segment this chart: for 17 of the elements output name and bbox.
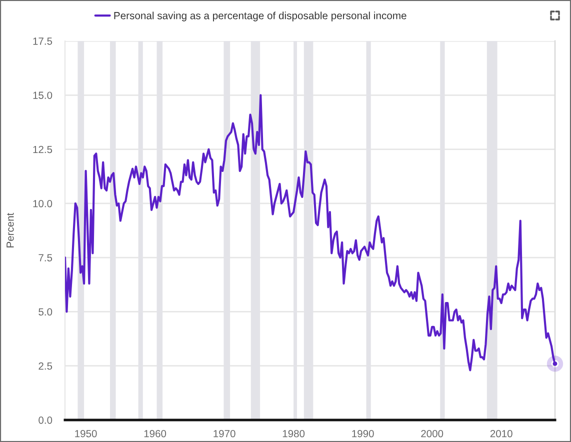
y-tick-label: 10.0 bbox=[33, 200, 52, 208]
y-tick-label: 2.5 bbox=[38, 362, 52, 370]
legend-label: Personal saving as a percentage of disposable personal income bbox=[114, 12, 406, 22]
x-tick-label: 1990 bbox=[352, 430, 374, 438]
x-tick-label: 1960 bbox=[144, 430, 166, 438]
y-tick-label: 15.0 bbox=[33, 92, 52, 99]
y-axis-title: Percent bbox=[6, 212, 14, 248]
x-tick-label: 2010 bbox=[490, 430, 512, 438]
y-tick-label: 0.0 bbox=[38, 416, 52, 424]
y-tick-label: 17.5 bbox=[33, 38, 52, 45]
x-tick-label: 1980 bbox=[282, 430, 305, 438]
x-tick-label: 2000 bbox=[421, 430, 444, 438]
x-tick-label: 1970 bbox=[214, 430, 236, 438]
x-tick-label: 1950 bbox=[75, 430, 97, 438]
y-tick-label: 5.0 bbox=[38, 308, 52, 316]
y-tick-label: 12.5 bbox=[33, 146, 52, 154]
y-tick-label: 7.5 bbox=[38, 254, 52, 262]
